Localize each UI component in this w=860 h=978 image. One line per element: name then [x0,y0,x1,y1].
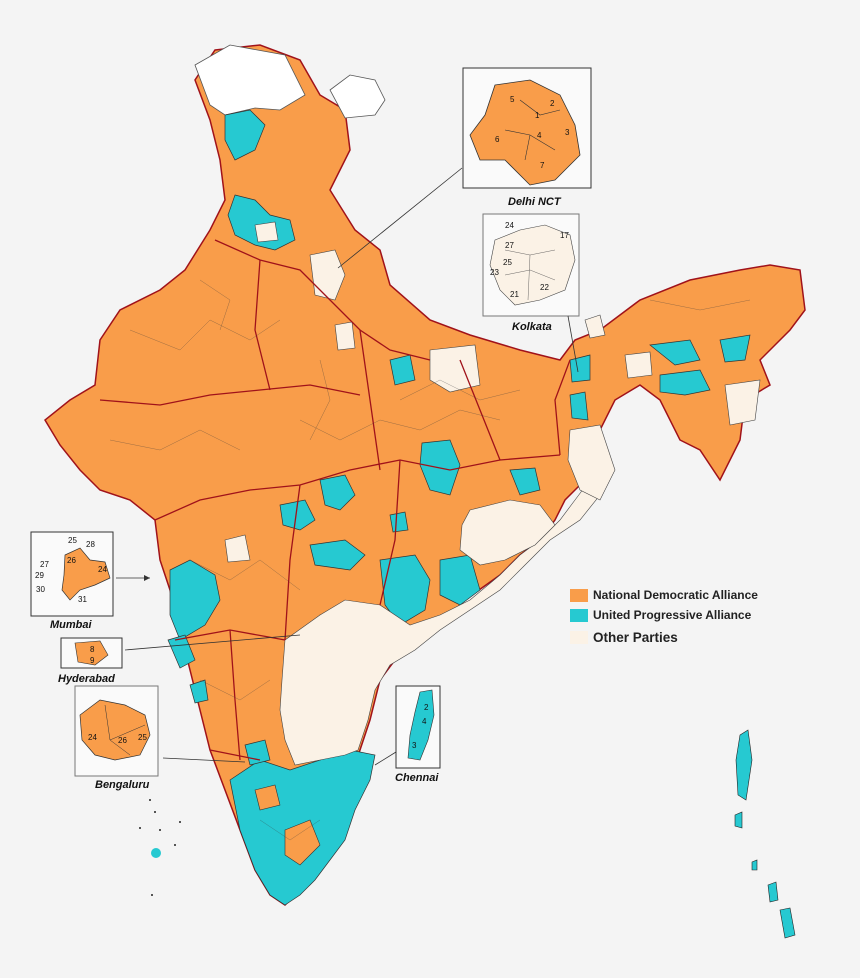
inset-kolkata-num-1: 24 [505,221,514,230]
inset-hyderabad-num-1: 8 [90,645,95,654]
inset-mumbai-num-5: 29 [35,571,44,580]
inset-delhi-num-2: 2 [550,99,555,108]
inset-chennai-num-3: 3 [412,741,417,750]
region-no-data-north [194,44,306,116]
chennai-pointer [374,751,397,766]
inset-delhi-num-3: 1 [535,111,540,120]
legend-label-nda: National Democratic Alliance [593,588,758,602]
andaman-nicobar-islands [734,729,796,939]
legend-item-nda: National Democratic Alliance [570,585,758,605]
legend-item-upa: United Progressive Alliance [570,605,758,625]
inset-delhi-num-7: 7 [540,161,545,170]
inset-kolkata-num-7: 22 [540,283,549,292]
region-no-data-northeast [329,74,386,119]
inset-kolkata-num-6: 21 [510,290,519,299]
inset-mumbai-num-6: 24 [98,565,107,574]
inset-delhi-num-5: 4 [537,131,542,140]
inset-hyderabad-caption: Hyderabad [58,673,115,685]
inset-bengaluru-num-3: 25 [138,733,147,742]
inset-delhi: 5 2 1 6 4 3 7 Delhi NCT [462,67,592,208]
inset-chennai-num-2: 4 [422,717,427,726]
inset-delhi-num-6: 3 [565,128,570,137]
inset-delhi-num-4: 6 [495,135,500,144]
inset-bengaluru-num-2: 26 [118,736,127,745]
other-party-regions [224,221,761,766]
south-nda-pockets [254,784,321,866]
inset-kolkata-num-2: 17 [560,231,569,240]
inset-kolkata-num-5: 23 [490,268,499,277]
inset-bengaluru-num-1: 24 [88,733,97,742]
inset-mumbai-num-2: 28 [86,540,95,549]
legend-swatch-nda [570,588,588,602]
inset-mumbai-num-3: 27 [40,560,49,569]
legend-swatch-upa [570,608,588,622]
inset-kolkata: 24 17 27 25 23 21 22 Kolkata [482,213,580,333]
lakshadweep-island [151,848,161,858]
inset-mumbai-caption: Mumbai [50,619,93,631]
inset-delhi-caption: Delhi NCT [508,196,562,208]
lakshadweep-dots [139,799,181,896]
state-borders [99,239,571,761]
bengaluru-pointer [162,757,246,763]
hyderabad-pointer [124,634,301,651]
inset-mumbai-num-8: 31 [78,595,87,604]
legend-swatch-other [570,630,588,644]
delhi-pointer [337,167,463,269]
inset-chennai-num-1: 2 [424,703,429,712]
inset-bengaluru: 24 26 25 Bengaluru [74,685,159,791]
inset-mumbai: 25 28 27 26 29 24 30 31 Mumbai [30,531,114,631]
district-borders [109,279,751,841]
inset-bengaluru-caption: Bengaluru [95,779,150,791]
legend-item-other: Other Parties [570,625,758,649]
inset-kolkata-num-3: 27 [505,241,514,250]
legend-label-other: Other Parties [593,629,678,645]
inset-hyderabad-num-2: 9 [90,656,95,665]
inset-mumbai-num-4: 26 [67,556,76,565]
inset-kolkata-caption: Kolkata [512,321,552,333]
inset-mumbai-num-7: 30 [36,585,45,594]
legend-label-upa: United Progressive Alliance [593,608,752,622]
inset-hyderabad: 8 9 Hyderabad [58,637,123,685]
inset-kolkata-num-4: 25 [503,258,512,267]
inset-delhi-num-1: 5 [510,95,515,104]
map-legend: National Democratic Alliance United Prog… [570,585,758,649]
kolkata-pointer [567,315,579,373]
inset-chennai-caption: Chennai [395,772,439,784]
inset-mumbai-num-1: 25 [68,536,77,545]
inset-chennai: 2 4 3 Chennai [395,685,441,784]
